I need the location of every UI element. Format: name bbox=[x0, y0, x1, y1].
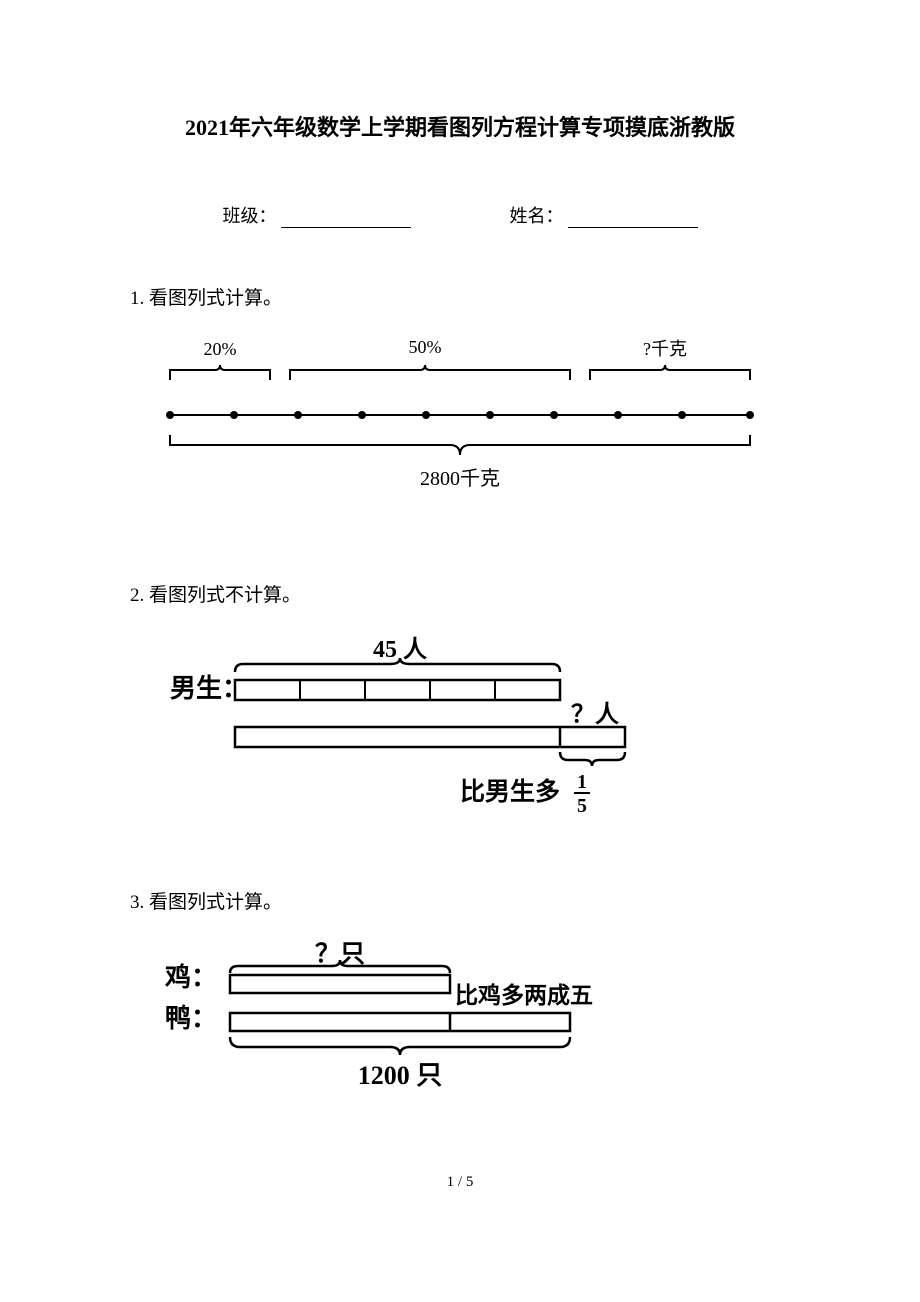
svg-text:5: 5 bbox=[577, 795, 587, 817]
q2-left-label: 男生： bbox=[170, 674, 248, 703]
q1-seg3-label: ?千克 bbox=[643, 339, 687, 359]
class-label: 班级： bbox=[223, 206, 277, 226]
q2-bottom-right: 比男生多 bbox=[460, 778, 560, 806]
q1-total-label: 2800千克 bbox=[420, 467, 500, 490]
name-blank bbox=[568, 227, 698, 228]
name-label: 姓名： bbox=[510, 206, 564, 226]
form-row: 班级： 姓名： bbox=[130, 202, 790, 228]
q1-prompt: 1. 看图列式计算。 bbox=[130, 283, 790, 310]
q3-row1-label: 鸡： bbox=[164, 962, 217, 992]
svg-text:1: 1 bbox=[577, 771, 587, 793]
q3-diagram: 鸡： ？只 鸭： 比鸡多两成五 1200 只 bbox=[140, 939, 790, 1104]
q3-prompt: 3. 看图列式计算。 bbox=[130, 887, 790, 914]
q3-right-text: 比鸡多两成五 bbox=[455, 982, 593, 1008]
class-blank bbox=[281, 227, 411, 228]
page-title: 2021年六年级数学上学期看图列方程计算专项摸底浙教版 bbox=[130, 110, 790, 142]
q2-diagram: 45 人 男生： ？人 比男生多 1 5 bbox=[140, 632, 790, 827]
q1-seg1-label: 20% bbox=[204, 339, 237, 359]
q1-diagram: 20% 50% ?千克 2800千克 bbox=[140, 335, 790, 520]
page-number: 1 / 5 bbox=[130, 1174, 790, 1191]
q1-seg2-label: 50% bbox=[409, 337, 442, 357]
q2-extra-label: ？人 bbox=[571, 701, 619, 728]
q2-prompt: 2. 看图列式不计算。 bbox=[130, 580, 790, 607]
q3-row2-label: 鸭： bbox=[165, 1004, 217, 1033]
q3-bottom-label: 1200 只 bbox=[358, 1061, 443, 1090]
